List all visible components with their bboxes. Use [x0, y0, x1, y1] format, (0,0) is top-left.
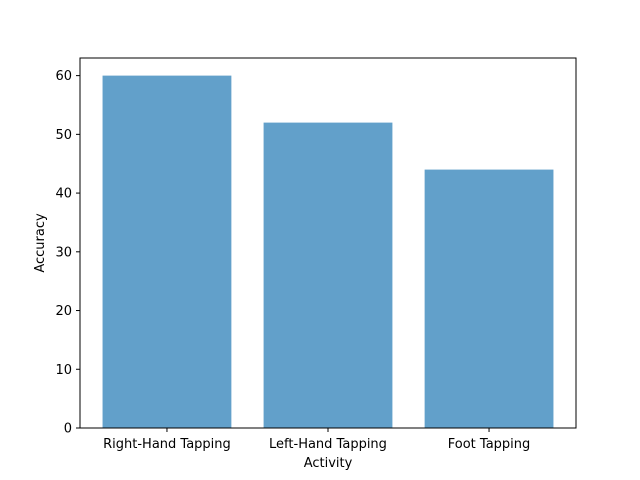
bar-foot-tapping — [424, 169, 554, 429]
y-axis-ticks: 0 10 20 30 40 50 60 — [55, 69, 80, 437]
y-tick-label: 0 — [64, 422, 72, 437]
y-tick-label: 40 — [55, 187, 72, 202]
y-tick-label: 60 — [55, 69, 72, 84]
bar-right-hand-tapping — [102, 75, 232, 428]
y-tick-label: 10 — [55, 363, 72, 378]
y-tick-label: 20 — [55, 304, 72, 319]
y-tick-label: 30 — [55, 245, 72, 260]
plot-frame — [79, 57, 577, 429]
x-axis-ticks: Right-Hand Tapping Left-Hand Tapping Foot … — [103, 428, 530, 452]
bar-left-hand-tapping — [263, 122, 393, 428]
x-tick-label: Foot Tapping — [448, 437, 531, 452]
y-tick-label: 50 — [55, 128, 72, 143]
bars-group — [102, 75, 554, 429]
x-axis-label: Activity — [304, 456, 353, 471]
y-axis-label: Accuracy — [33, 213, 48, 273]
x-tick-label: Left-Hand Tapping — [269, 437, 387, 452]
x-tick-label: Right-Hand Tapping — [103, 437, 231, 452]
